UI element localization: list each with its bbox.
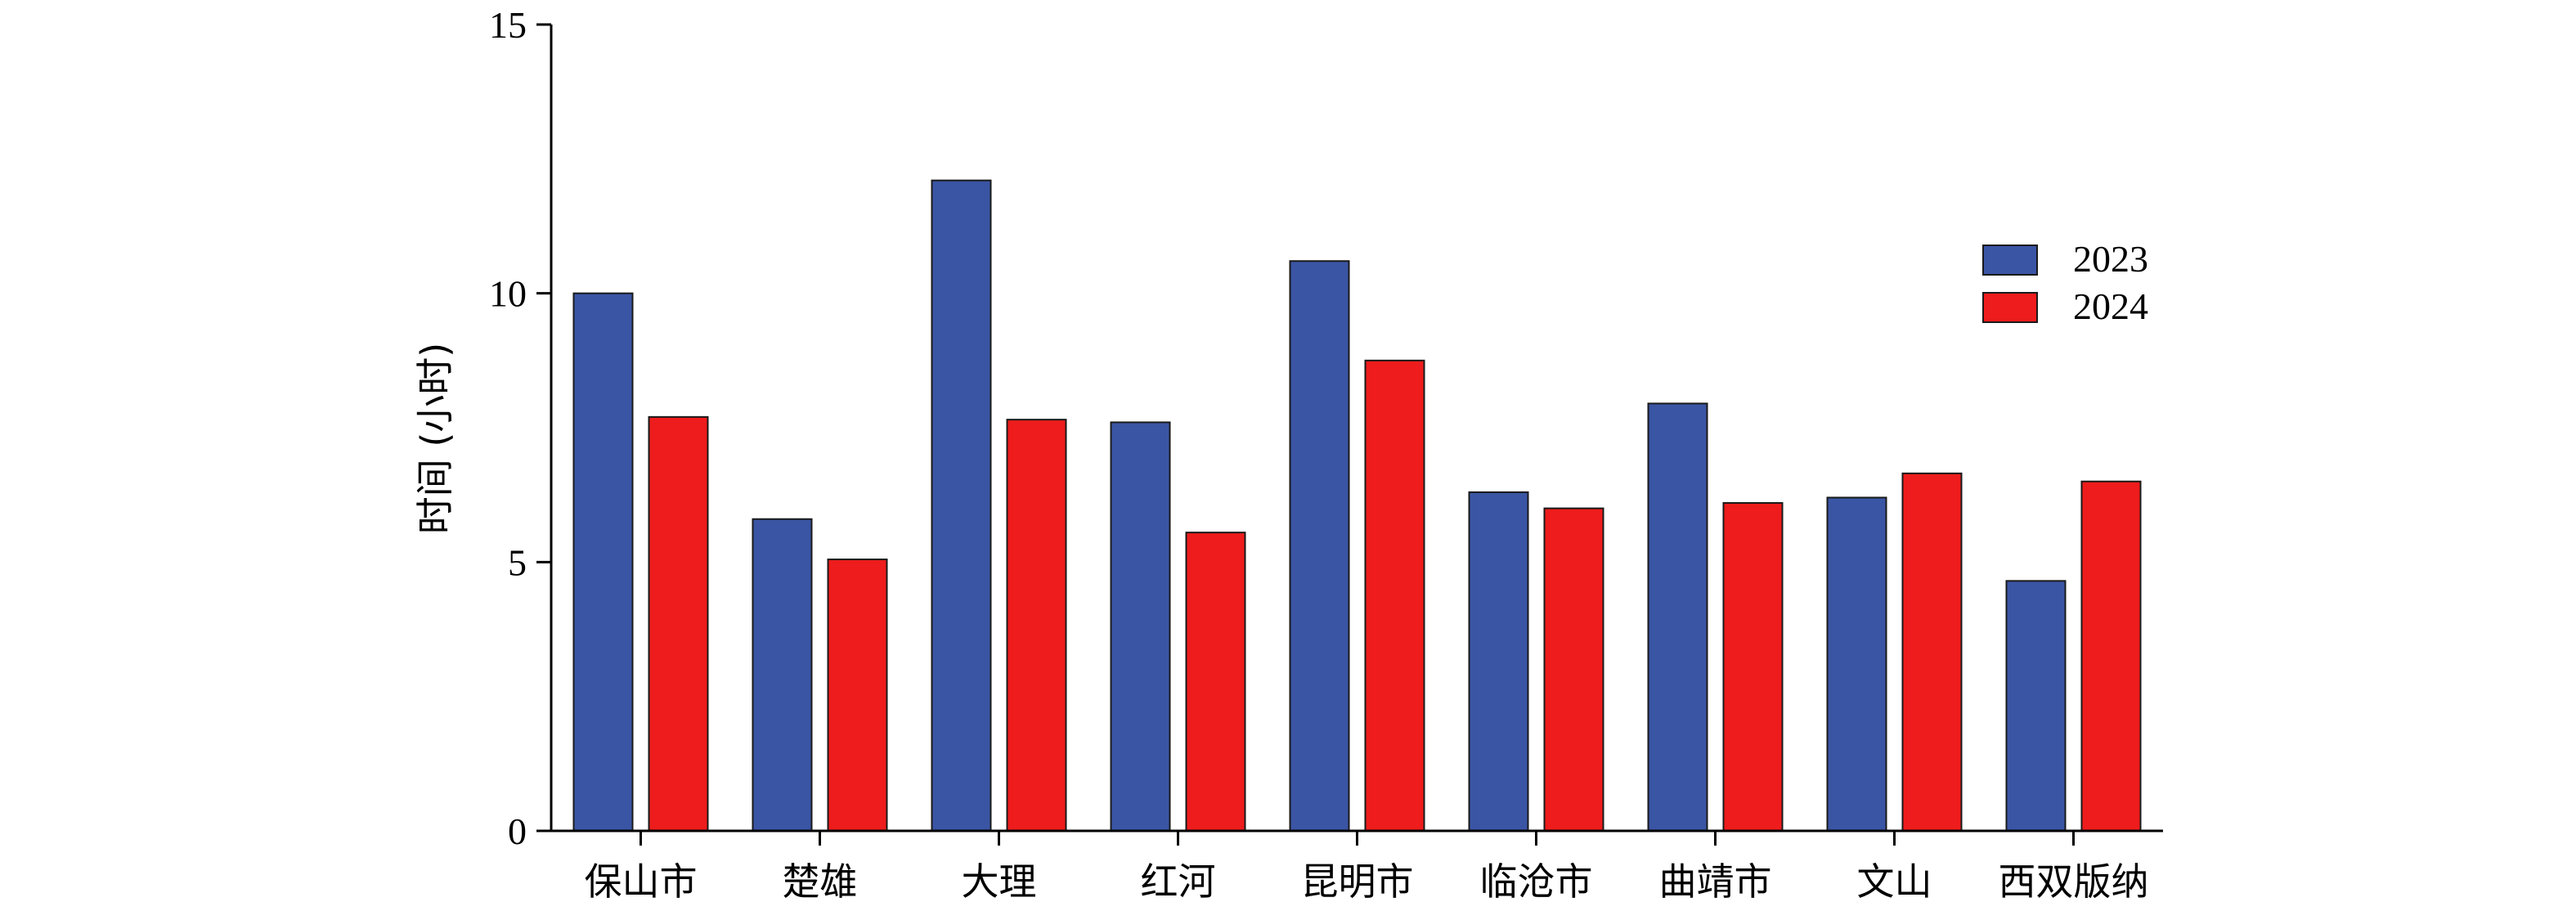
legend-swatch-2024 [1982,292,2038,323]
x-tick-label: 红河 [1141,859,1216,904]
legend-swatch-2023 [1982,245,2038,276]
y-axis-ticks: 0 5 10 15 [489,4,551,852]
bar-2024 [648,415,709,832]
x-tick-label: 临沧市 [1480,859,1593,904]
y-tick-label: 15 [489,4,527,46]
x-tick-label: 保山市 [585,859,698,904]
y-tick-label: 0 [508,810,527,852]
x-axis-ticks: 保山市 楚雄 大理 红河 昆明市 临沧市 曲靖市 文山 西双版纳 [585,831,2149,904]
x-tick-label: 曲靖市 [1659,859,1772,904]
bars-layer [572,179,2142,832]
x-tick-label: 西双版纳 [1999,859,2149,904]
bar-2024 [1543,507,1604,832]
bar-2024 [1364,359,1425,832]
legend: 2023 2024 [1982,238,2148,327]
bar-2023 [752,518,813,832]
bar-2023 [1110,421,1171,832]
bar-2024 [827,559,888,832]
x-tick-label: 楚雄 [783,859,858,904]
y-tick-label: 10 [489,273,527,315]
x-tick-label: 文山 [1857,859,1932,904]
bar-2023 [1468,491,1529,832]
bar-2024 [1901,472,1963,832]
bar-2023 [2005,580,2067,832]
bar-2023 [1647,402,1708,832]
bar-2023 [572,292,634,832]
bar-2024 [1185,532,1246,832]
legend-label-2023: 2023 [2073,238,2148,280]
bar-2023 [1826,496,1887,832]
x-tick-label: 昆明市 [1301,859,1414,904]
y-tick-label: 5 [508,541,527,583]
x-tick-label: 大理 [962,859,1037,904]
bar-2023 [931,179,992,832]
bar-2024 [2080,480,2142,832]
bar-2024 [1006,419,1067,832]
bar-2024 [1722,502,1784,832]
legend-label-2024: 2024 [2073,285,2148,327]
y-axis-title: 时间 (小时) [413,343,457,535]
bar-2023 [1289,260,1350,832]
